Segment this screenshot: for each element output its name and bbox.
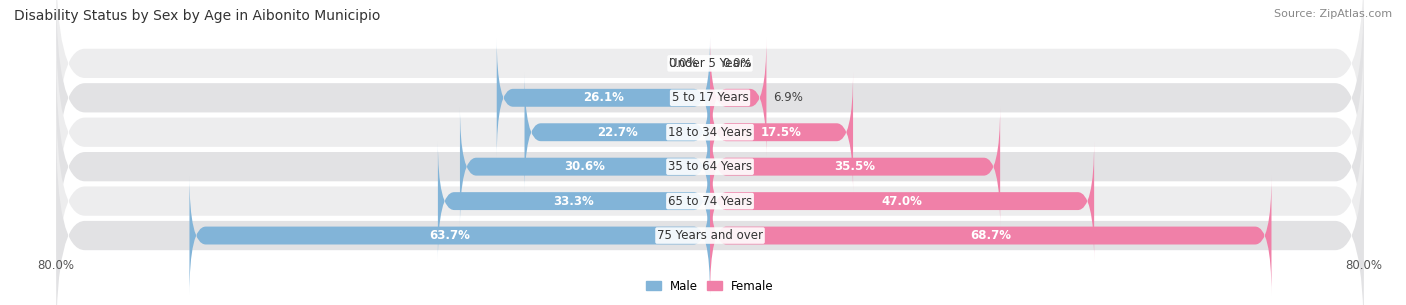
FancyBboxPatch shape — [710, 141, 1094, 261]
FancyBboxPatch shape — [56, 130, 1364, 305]
FancyBboxPatch shape — [437, 141, 710, 261]
FancyBboxPatch shape — [710, 107, 1000, 227]
Text: 18 to 34 Years: 18 to 34 Years — [668, 126, 752, 139]
Text: 68.7%: 68.7% — [970, 229, 1011, 242]
FancyBboxPatch shape — [710, 176, 1271, 296]
FancyBboxPatch shape — [460, 107, 710, 227]
Text: 65 to 74 Years: 65 to 74 Years — [668, 195, 752, 208]
Text: 35 to 64 Years: 35 to 64 Years — [668, 160, 752, 173]
FancyBboxPatch shape — [496, 38, 710, 158]
FancyBboxPatch shape — [524, 72, 710, 192]
FancyBboxPatch shape — [56, 0, 1364, 204]
Text: 0.0%: 0.0% — [723, 57, 752, 70]
Text: 75 Years and over: 75 Years and over — [657, 229, 763, 242]
FancyBboxPatch shape — [56, 61, 1364, 273]
FancyBboxPatch shape — [56, 26, 1364, 238]
Text: 6.9%: 6.9% — [773, 91, 803, 104]
Text: 30.6%: 30.6% — [565, 160, 606, 173]
Text: 35.5%: 35.5% — [835, 160, 876, 173]
Text: 33.3%: 33.3% — [554, 195, 595, 208]
Text: 26.1%: 26.1% — [583, 91, 624, 104]
FancyBboxPatch shape — [56, 95, 1364, 305]
Text: 5 to 17 Years: 5 to 17 Years — [672, 91, 748, 104]
FancyBboxPatch shape — [190, 176, 710, 296]
Text: 0.0%: 0.0% — [668, 57, 697, 70]
Text: Under 5 Years: Under 5 Years — [669, 57, 751, 70]
Legend: Male, Female: Male, Female — [641, 275, 779, 297]
Text: 17.5%: 17.5% — [761, 126, 801, 139]
FancyBboxPatch shape — [56, 0, 1364, 169]
Text: Disability Status by Sex by Age in Aibonito Municipio: Disability Status by Sex by Age in Aibon… — [14, 9, 381, 23]
Text: Source: ZipAtlas.com: Source: ZipAtlas.com — [1274, 9, 1392, 19]
FancyBboxPatch shape — [710, 72, 853, 192]
Text: 22.7%: 22.7% — [598, 126, 638, 139]
Text: 63.7%: 63.7% — [429, 229, 470, 242]
Text: 47.0%: 47.0% — [882, 195, 922, 208]
FancyBboxPatch shape — [710, 38, 766, 158]
